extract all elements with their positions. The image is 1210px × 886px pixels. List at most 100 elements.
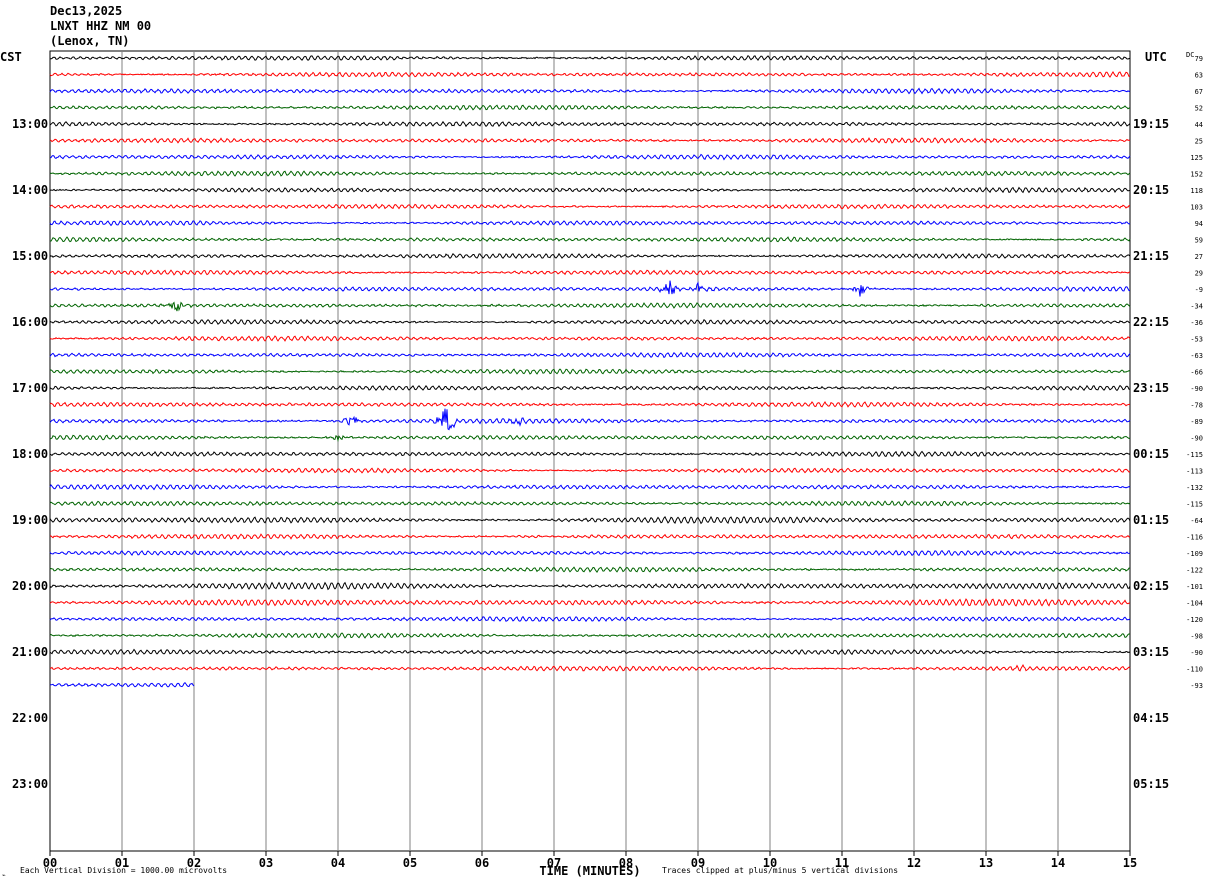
- dc-offset-label: -109: [1186, 550, 1203, 558]
- seismic-trace: [49, 434, 1131, 443]
- dc-offset-label: -122: [1186, 567, 1203, 575]
- dc-offset-label: -101: [1186, 583, 1203, 591]
- plot-grid: [49, 50, 1131, 856]
- station-location: (Lenox, TN): [50, 34, 130, 48]
- cst-hour-label: 17:00: [12, 381, 48, 395]
- dc-offset-label: -115: [1186, 501, 1203, 509]
- dc-offset-label: 59: [1195, 237, 1203, 245]
- dc-offset-label: -78: [1190, 402, 1203, 410]
- dc-offset-label: -90: [1190, 385, 1203, 393]
- dc-offset-label: -120: [1186, 616, 1203, 624]
- cst-hour-label: 23:00: [12, 777, 48, 791]
- dc-offset-label: -116: [1186, 534, 1203, 542]
- seismic-trace: [49, 384, 1131, 392]
- cst-axis-label: CST: [0, 50, 22, 64]
- seismic-trace: [49, 301, 1131, 312]
- dc-offset-label: 79: [1195, 55, 1203, 63]
- dc-offset-label: -66: [1190, 369, 1203, 377]
- dc-offset-label: -115: [1186, 451, 1203, 459]
- dc-offset-label: 152: [1190, 171, 1203, 179]
- x-tick-label: 08: [619, 856, 633, 870]
- seismic-trace: [49, 104, 1131, 111]
- cst-hour-label: 19:00: [12, 513, 48, 527]
- cst-hour-label: 22:00: [12, 711, 48, 725]
- dc-offset-label: -132: [1186, 484, 1203, 492]
- seismic-trace: [49, 280, 1131, 297]
- utc-hour-label: 04:15: [1133, 711, 1169, 725]
- cst-hour-label: 18:00: [12, 447, 48, 461]
- seismic-trace: [49, 220, 1131, 227]
- dc-offset-label: -113: [1186, 468, 1203, 476]
- x-tick-label: 01: [115, 856, 129, 870]
- dc-offset-label: 63: [1195, 72, 1203, 80]
- x-tick-label: 10: [763, 856, 777, 870]
- dc-offset-label: 29: [1195, 270, 1203, 278]
- cst-hour-label: 20:00: [12, 579, 48, 593]
- dc-offset-label: -90: [1190, 435, 1203, 443]
- dc-offset-label: 125: [1190, 154, 1203, 162]
- dc-offset-label: 118: [1190, 187, 1203, 195]
- seismic-trace: [49, 664, 1131, 672]
- seismic-trace: [49, 408, 1131, 431]
- seismic-trace: [49, 203, 1131, 210]
- dc-offset-label: -36: [1190, 319, 1203, 327]
- seismic-trace: [49, 581, 1131, 591]
- utc-hour-label: 03:15: [1133, 645, 1169, 659]
- seismic-trace: [49, 186, 1131, 194]
- x-tick-label: 00: [43, 856, 57, 870]
- seismic-trace: [49, 648, 1131, 656]
- x-tick-label: 04: [331, 856, 345, 870]
- utc-hour-label: 01:15: [1133, 513, 1169, 527]
- seismic-trace: [49, 335, 1131, 342]
- clip-note: Traces clipped at plus/minus 5 vertical …: [662, 866, 899, 875]
- seismic-trace: [49, 170, 1131, 177]
- x-tick-label: 06: [475, 856, 489, 870]
- dc-offset-label: -53: [1190, 336, 1203, 344]
- seismic-trace: [49, 318, 1131, 325]
- dc-offset-label: 94: [1195, 220, 1203, 228]
- seismic-trace: [49, 632, 1131, 639]
- dc-offset-label: 25: [1195, 138, 1203, 146]
- dc-offset-label: -9: [1195, 286, 1203, 294]
- dc-offset-label: -63: [1190, 352, 1203, 360]
- dc-offset-label: -93: [1190, 682, 1203, 690]
- seismic-trace: [49, 87, 1131, 95]
- x-tick-label: 14: [1051, 856, 1065, 870]
- x-tick-label: 02: [187, 856, 201, 870]
- seismic-trace: [49, 515, 1131, 525]
- dc-offset-label: -89: [1190, 418, 1203, 426]
- dc-offset-label: 103: [1190, 204, 1203, 212]
- seismic-trace: [50, 269, 1131, 276]
- scale-note: Each Vertical Division = 1000.00 microvo…: [20, 866, 228, 875]
- utc-hour-label: 00:15: [1133, 447, 1169, 461]
- utc-hour-label: 23:15: [1133, 381, 1169, 395]
- dc-offset-label: -34: [1190, 303, 1203, 311]
- dc-offset-label: 67: [1195, 88, 1203, 96]
- utc-hour-label: 21:15: [1133, 249, 1169, 263]
- utc-hour-label: 02:15: [1133, 579, 1169, 593]
- dc-offset-label: -64: [1190, 517, 1203, 525]
- cst-hour-label: 14:00: [12, 183, 48, 197]
- dc-offset-label: -104: [1186, 600, 1203, 608]
- trace-group: [49, 54, 1131, 688]
- utc-axis-label: UTC: [1145, 50, 1167, 64]
- cst-hour-label: 15:00: [12, 249, 48, 263]
- seismic-trace: [49, 401, 1131, 408]
- x-tick-label: 03: [259, 856, 273, 870]
- seismic-trace: [49, 368, 1131, 375]
- dc-offset-label: -98: [1190, 633, 1203, 641]
- plot-frame: [49, 50, 1131, 852]
- seismic-trace: [50, 153, 1131, 161]
- seismic-trace: [49, 483, 1131, 491]
- x-tick-label: 05: [403, 856, 417, 870]
- dc-offset-label: 44: [1195, 121, 1203, 129]
- seismic-trace: [49, 450, 1131, 458]
- utc-hour-label: 20:15: [1133, 183, 1169, 197]
- dc-offset-label: 52: [1195, 105, 1203, 113]
- seismic-trace: [49, 615, 1131, 623]
- seismic-trace: [49, 236, 1131, 243]
- axis-labels: 00 01 02 03 04 05 06 07 08 09 10 11 12 13 14 15 TIME (MI…: [0, 50, 1203, 878]
- x-tick-label: 11: [835, 856, 849, 870]
- chart-date: Dec13,2025: [50, 4, 123, 18]
